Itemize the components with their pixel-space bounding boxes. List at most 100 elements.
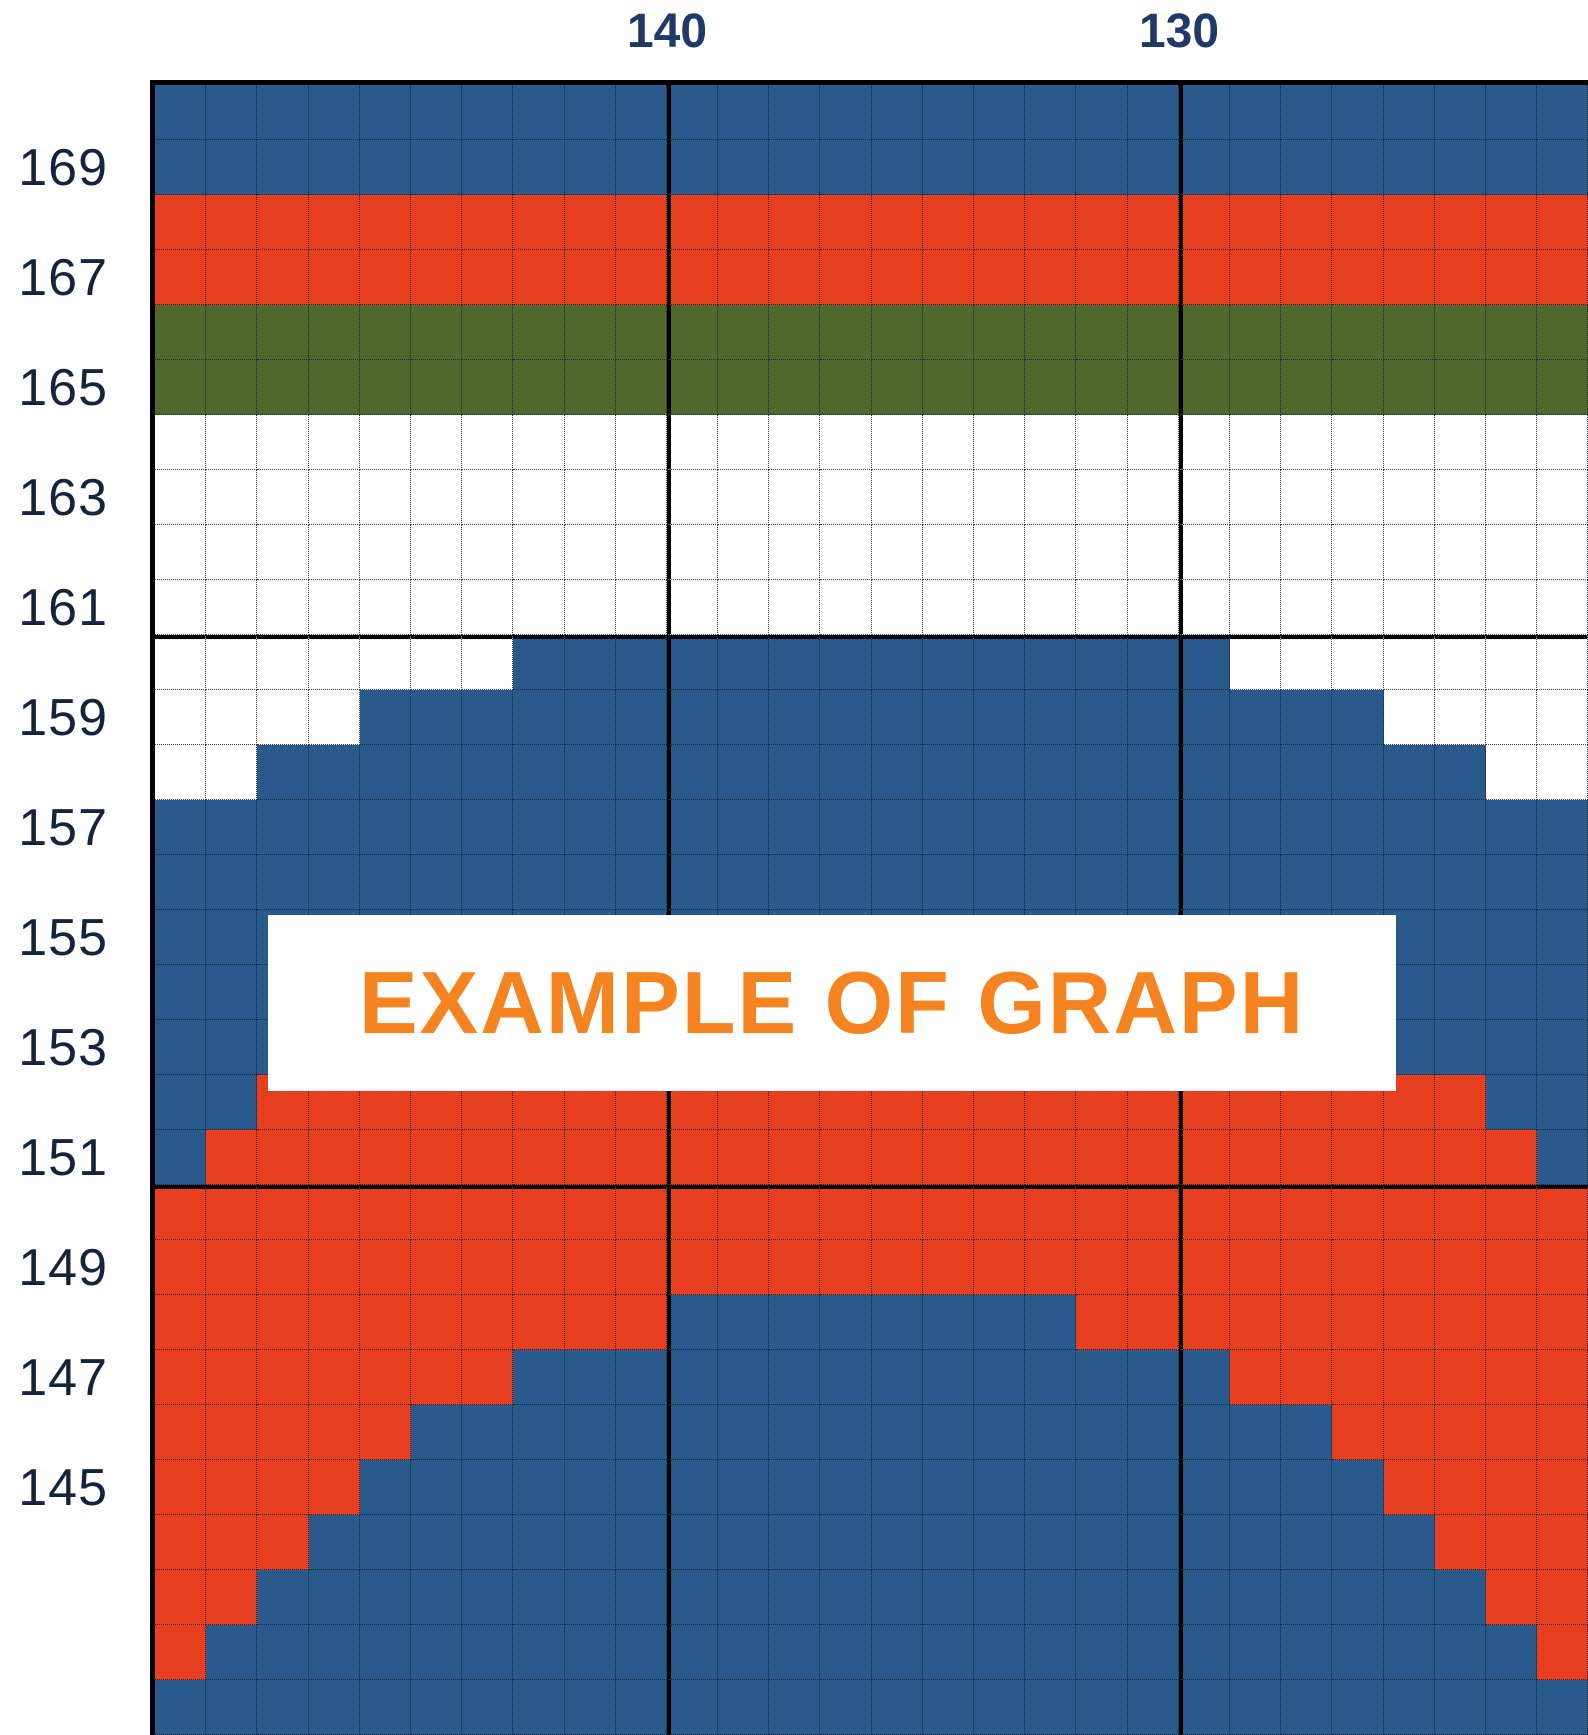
grid-cell bbox=[871, 1295, 923, 1350]
grid-cell bbox=[1434, 965, 1486, 1020]
grid-cell bbox=[564, 690, 616, 745]
grid-cell bbox=[1537, 250, 1588, 305]
grid-cell bbox=[1229, 690, 1282, 745]
grid-cell bbox=[871, 1130, 923, 1185]
grid-cell bbox=[1332, 250, 1384, 305]
grid-cell bbox=[871, 580, 923, 635]
grid-cell bbox=[462, 1515, 514, 1570]
grid-cell bbox=[718, 580, 770, 635]
grid-cell bbox=[718, 745, 770, 800]
row-number-label: 159 bbox=[18, 688, 108, 747]
row-number-label: 153 bbox=[18, 1018, 108, 1077]
grid-cell bbox=[564, 140, 616, 195]
grid-cell bbox=[1178, 250, 1230, 305]
grid-cell bbox=[1434, 1515, 1486, 1570]
grid-cell bbox=[359, 580, 411, 635]
grid-cell bbox=[820, 1185, 872, 1240]
grid-cell bbox=[206, 1020, 258, 1075]
grid-cell bbox=[1434, 1405, 1486, 1460]
grid-cell bbox=[359, 470, 411, 525]
grid-cell bbox=[1332, 690, 1384, 745]
grid-cell bbox=[1537, 415, 1588, 470]
grid-cell bbox=[1229, 470, 1282, 525]
grid-cell bbox=[410, 1570, 463, 1625]
grid-cell bbox=[1281, 1570, 1333, 1625]
grid-cell bbox=[820, 195, 872, 250]
grid-cell bbox=[974, 1570, 1026, 1625]
grid-cell bbox=[615, 525, 667, 580]
grid-cell bbox=[1485, 525, 1538, 580]
grid-cell bbox=[974, 800, 1026, 855]
grid-cell bbox=[1281, 1185, 1333, 1240]
grid-cell bbox=[1434, 1075, 1486, 1130]
grid-cell bbox=[974, 1405, 1026, 1460]
grid-cell bbox=[1332, 1680, 1384, 1735]
grid-cell bbox=[1537, 1405, 1588, 1460]
grid-cell bbox=[1537, 305, 1588, 360]
grid-cell bbox=[359, 690, 411, 745]
grid-cell bbox=[718, 635, 770, 690]
grid-cell bbox=[1229, 745, 1282, 800]
grid-cell bbox=[1537, 1185, 1588, 1240]
grid-cell bbox=[769, 1240, 821, 1295]
grid-cell bbox=[1434, 1625, 1486, 1680]
grid-cell bbox=[1025, 855, 1077, 910]
grid-cell bbox=[155, 1405, 207, 1460]
grid-cell bbox=[564, 415, 616, 470]
grid-cell bbox=[1025, 85, 1077, 140]
grid-cell bbox=[871, 195, 923, 250]
grid-cell bbox=[1178, 580, 1230, 635]
grid-cell bbox=[769, 250, 821, 305]
grid-cell bbox=[769, 800, 821, 855]
grid-cell bbox=[1485, 800, 1538, 855]
grid-cell bbox=[206, 305, 258, 360]
grid-cell bbox=[1281, 85, 1333, 140]
grid-cell bbox=[462, 855, 514, 910]
grid-cell bbox=[769, 305, 821, 360]
grid-cell bbox=[871, 635, 923, 690]
grid-cell bbox=[769, 1625, 821, 1680]
grid-cell bbox=[359, 525, 411, 580]
grid-cell bbox=[820, 635, 872, 690]
grid-cell bbox=[1025, 580, 1077, 635]
grid-cell bbox=[820, 360, 872, 415]
grid-cell bbox=[718, 1130, 770, 1185]
grid-cell bbox=[308, 1130, 360, 1185]
grid-cell bbox=[155, 910, 207, 965]
grid-cell bbox=[1281, 195, 1333, 250]
grid-cell bbox=[308, 1515, 360, 1570]
grid-cell bbox=[1025, 1130, 1077, 1185]
grid-cell bbox=[718, 1515, 770, 1570]
grid-cell bbox=[1127, 745, 1179, 800]
grid-cell bbox=[1332, 195, 1384, 250]
grid-cell bbox=[257, 800, 309, 855]
grid-cell bbox=[1127, 1460, 1179, 1515]
grid-cell bbox=[564, 1625, 616, 1680]
grid-cell bbox=[1332, 85, 1384, 140]
grid-cell bbox=[1178, 1130, 1230, 1185]
grid-cell bbox=[308, 855, 360, 910]
grid-cell bbox=[820, 1130, 872, 1185]
grid-cell bbox=[1229, 1405, 1282, 1460]
grid-cell bbox=[1229, 1295, 1282, 1350]
grid-cell bbox=[257, 635, 309, 690]
grid-cell bbox=[206, 910, 258, 965]
grid-cell bbox=[1025, 525, 1077, 580]
grid-cell bbox=[1076, 250, 1128, 305]
grid-cell bbox=[1383, 580, 1435, 635]
grid-cell bbox=[666, 195, 719, 250]
grid-cell bbox=[155, 1295, 207, 1350]
grid-cell bbox=[718, 250, 770, 305]
grid-cell bbox=[1076, 525, 1128, 580]
grid-cell bbox=[1076, 745, 1128, 800]
grid-cell bbox=[1127, 470, 1179, 525]
grid-cell bbox=[206, 580, 258, 635]
grid-cell bbox=[1332, 1240, 1384, 1295]
grid-cell bbox=[308, 360, 360, 415]
grid-cell bbox=[564, 1405, 616, 1460]
row-number-label: 167 bbox=[18, 248, 108, 307]
grid-cell bbox=[871, 1515, 923, 1570]
grid-cell bbox=[820, 1570, 872, 1625]
grid-cell bbox=[718, 690, 770, 745]
grid-cell bbox=[257, 85, 309, 140]
